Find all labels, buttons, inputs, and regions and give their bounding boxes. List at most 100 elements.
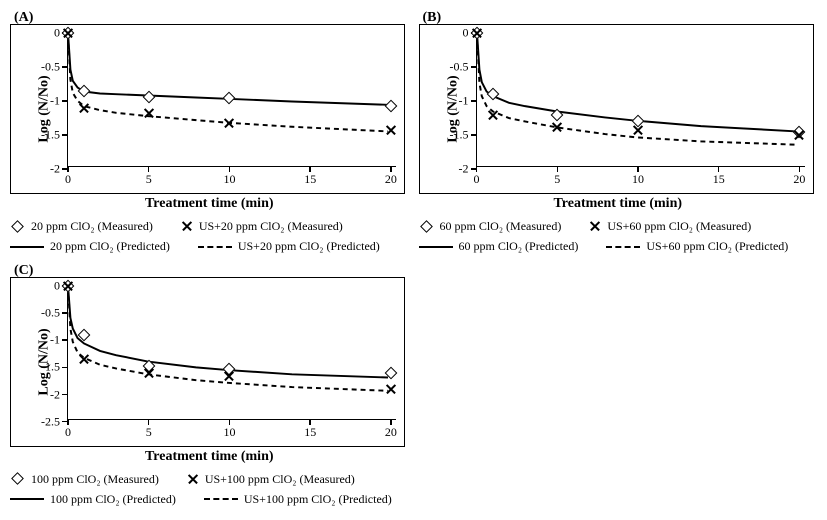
legend-a-m1: 20 ppm ClO₂ (Measured) <box>10 216 153 236</box>
x-marker <box>223 117 235 129</box>
legend-c-p1: 100 ppm ClO₂ (Predicted) <box>10 489 176 509</box>
solid-line-icon <box>10 498 44 500</box>
diamond-icon <box>11 220 24 233</box>
x-icon <box>181 220 193 232</box>
chart-a-box: Log (N/No) 0-0.5-1-1.5-205101520 <box>10 24 405 194</box>
legend-a-m2-text: US+20 ppm ClO₂ (Measured) <box>199 216 343 236</box>
xtick-label: 5 <box>146 425 152 440</box>
x-marker <box>223 370 235 382</box>
legend-c: 100 ppm ClO₂ (Measured) US+100 ppm ClO₂ … <box>10 469 409 510</box>
legend-b-m1-text: 60 ppm ClO₂ (Measured) <box>440 216 562 236</box>
dash-line-icon <box>204 498 238 500</box>
xtick-label: 15 <box>304 172 316 187</box>
panel-a: (A) Log (N/No) 0-0.5-1-1.5-205101520 Tre… <box>10 10 409 257</box>
xlabel-b: Treatment time (min) <box>419 196 818 212</box>
ytick-label: -1 <box>50 94 60 109</box>
solid-line-icon <box>419 246 453 248</box>
ytick-label: -2 <box>459 162 469 177</box>
ytick-label: -2.5 <box>41 414 60 429</box>
legend-a-p2-text: US+20 ppm ClO₂ (Predicted) <box>238 236 380 256</box>
legend-c-m1: 100 ppm ClO₂ (Measured) <box>10 469 159 489</box>
plot-area-a: 0-0.5-1-1.5-205101520 <box>67 33 396 167</box>
ytick-label: -1 <box>50 333 60 348</box>
legend-b-p2: US+60 ppm ClO₂ (Predicted) <box>606 236 788 256</box>
ytick-label: -0.5 <box>41 305 60 320</box>
legend-a-m1-text: 20 ppm ClO₂ (Measured) <box>31 216 153 236</box>
x-marker <box>793 129 805 141</box>
panel-b: (B) Log (N/No) 0-0.5-1-1.5-205101520 Tre… <box>419 10 818 257</box>
legend-c-m2: US+100 ppm ClO₂ (Measured) <box>187 469 355 489</box>
dash-line-icon <box>198 246 232 248</box>
xtick-label: 10 <box>632 172 644 187</box>
diamond-icon <box>11 473 24 486</box>
solid-line-icon <box>10 246 44 248</box>
x-marker <box>471 27 483 39</box>
xtick-label: 5 <box>146 172 152 187</box>
xtick-label: 10 <box>223 425 235 440</box>
x-marker <box>551 121 563 133</box>
x-marker <box>62 27 74 39</box>
diamond-icon <box>420 220 433 233</box>
xtick-label: 10 <box>223 172 235 187</box>
legend-a-p1: 20 ppm ClO₂ (Predicted) <box>10 236 170 256</box>
xtick-label: 20 <box>385 425 397 440</box>
x-marker <box>487 109 499 121</box>
legend-c-m1-text: 100 ppm ClO₂ (Measured) <box>31 469 159 489</box>
legend-c-p2-text: US+100 ppm ClO₂ (Predicted) <box>244 489 392 509</box>
xtick-label: 15 <box>713 172 725 187</box>
dash-line-icon <box>606 246 640 248</box>
legend-a-m2: US+20 ppm ClO₂ (Measured) <box>181 216 343 236</box>
ytick-label: -2 <box>50 387 60 402</box>
panel-c: (C) Log (N/No) 0-0.5-1-1.5-2-2.505101520… <box>10 263 409 510</box>
chart-b-box: Log (N/No) 0-0.5-1-1.5-205101520 <box>419 24 814 194</box>
legend-b: 60 ppm ClO₂ (Measured) US+60 ppm ClO₂ (M… <box>419 216 818 257</box>
ytick-label: -0.5 <box>450 60 469 75</box>
legend-b-p1: 60 ppm ClO₂ (Predicted) <box>419 236 579 256</box>
legend-a-p2: US+20 ppm ClO₂ (Predicted) <box>198 236 380 256</box>
legend-b-m2-text: US+60 ppm ClO₂ (Measured) <box>607 216 751 236</box>
x-marker <box>143 367 155 379</box>
x-marker <box>385 383 397 395</box>
x-marker <box>143 107 155 119</box>
legend-a: 20 ppm ClO₂ (Measured) US+20 ppm ClO₂ (M… <box>10 216 409 257</box>
x-icon <box>187 473 199 485</box>
x-marker <box>632 124 644 136</box>
ytick-label: -1.5 <box>41 128 60 143</box>
xtick-label: 15 <box>304 425 316 440</box>
legend-c-p2: US+100 ppm ClO₂ (Predicted) <box>204 489 392 509</box>
legend-b-p1-text: 60 ppm ClO₂ (Predicted) <box>459 236 579 256</box>
legend-b-m2: US+60 ppm ClO₂ (Measured) <box>589 216 751 236</box>
curves-svg <box>477 33 805 166</box>
ytick-label: -1.5 <box>450 128 469 143</box>
ytick-label: 0 <box>463 26 469 41</box>
ytick-label: -1 <box>459 94 469 109</box>
ytick-label: 0 <box>54 26 60 41</box>
x-marker <box>385 124 397 136</box>
plot-area-c: 0-0.5-1-1.5-2-2.505101520 <box>67 286 396 420</box>
chart-c-box: Log (N/No) 0-0.5-1-1.5-2-2.505101520 <box>10 277 405 447</box>
legend-a-p1-text: 20 ppm ClO₂ (Predicted) <box>50 236 170 256</box>
panels-grid: (A) Log (N/No) 0-0.5-1-1.5-205101520 Tre… <box>10 10 817 510</box>
xtick-label: 5 <box>554 172 560 187</box>
x-marker <box>78 353 90 365</box>
xtick-label: 0 <box>65 172 71 187</box>
xtick-label: 0 <box>65 425 71 440</box>
x-marker <box>78 102 90 114</box>
xlabel-c: Treatment time (min) <box>10 449 409 465</box>
xtick-label: 0 <box>474 172 480 187</box>
xtick-label: 20 <box>793 172 805 187</box>
x-marker <box>62 280 74 292</box>
ytick-label: -0.5 <box>41 60 60 75</box>
plot-area-b: 0-0.5-1-1.5-205101520 <box>476 33 805 167</box>
x-icon <box>589 220 601 232</box>
ytick-label: 0 <box>54 278 60 293</box>
legend-b-m1: 60 ppm ClO₂ (Measured) <box>419 216 562 236</box>
xlabel-a: Treatment time (min) <box>10 196 409 212</box>
xtick-label: 20 <box>385 172 397 187</box>
curves-svg <box>68 286 396 419</box>
ytick-label: -2 <box>50 162 60 177</box>
legend-c-m2-text: US+100 ppm ClO₂ (Measured) <box>205 469 355 489</box>
ytick-label: -1.5 <box>41 360 60 375</box>
legend-b-p2-text: US+60 ppm ClO₂ (Predicted) <box>646 236 788 256</box>
legend-c-p1-text: 100 ppm ClO₂ (Predicted) <box>50 489 176 509</box>
